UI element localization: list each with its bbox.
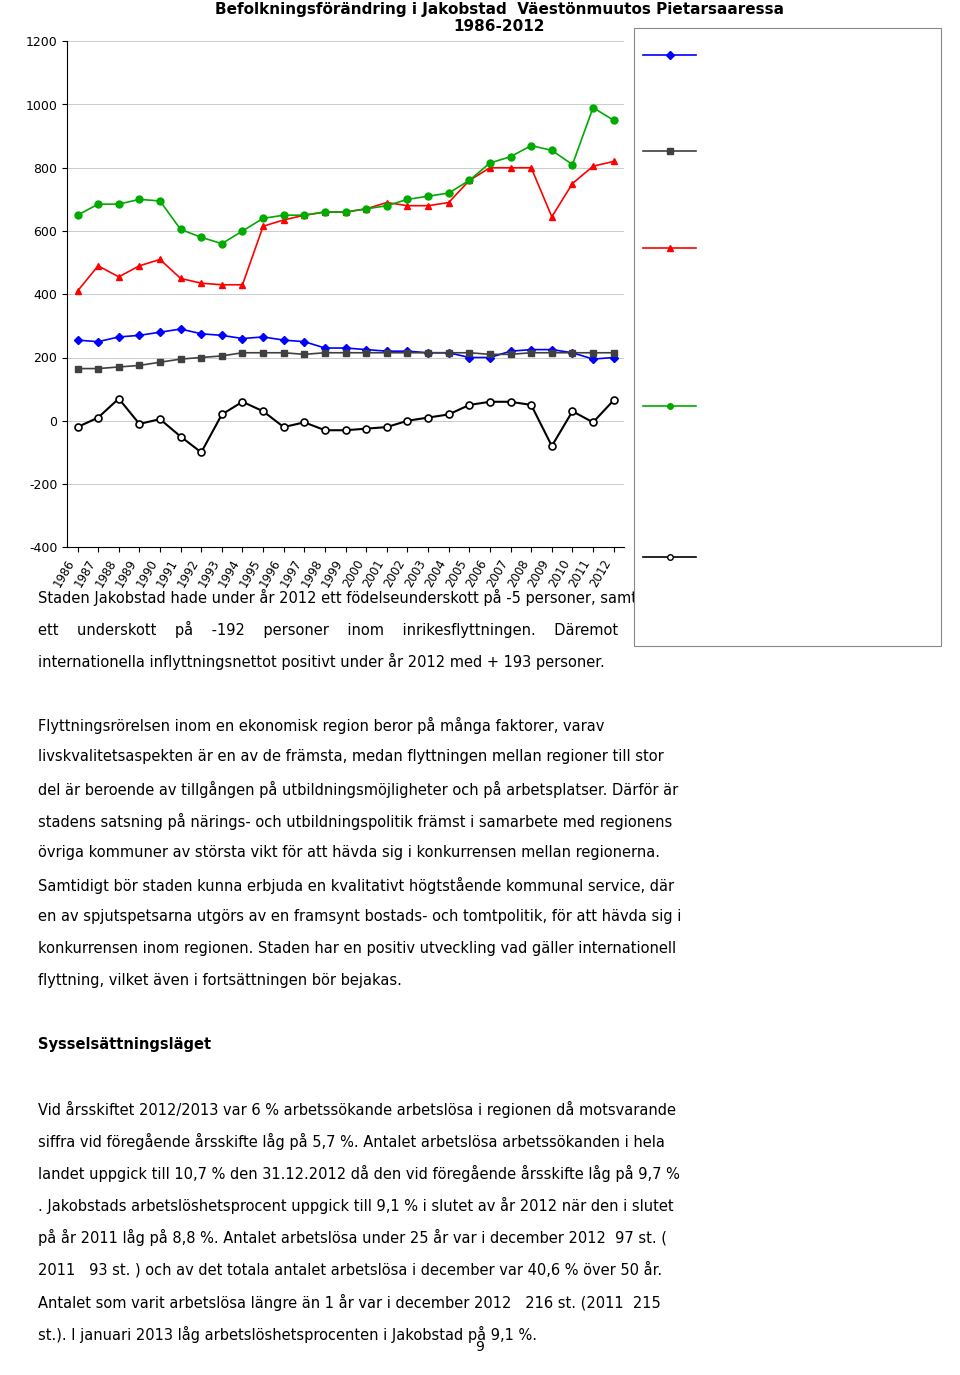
Text: 9: 9 (475, 1341, 485, 1354)
Text: del är beroende av tillgången på utbildningsmöjligheter och på arbetsplatser. Dä: del är beroende av tillgången på utbildn… (38, 781, 679, 797)
Text: kuntien välinen
lähtömuutto
utflyttning: kuntien välinen lähtömuutto utflyttning (706, 399, 802, 441)
Text: på år 2011 låg på 8,8 %. Antalet arbetslösa under 25 år var i december 2012  97 : på år 2011 låg på 8,8 %. Antalet arbetsl… (38, 1229, 667, 1246)
Text: internationella inflyttningsnettot positivt under år 2012 med + 193 personer.: internationella inflyttningsnettot posit… (38, 653, 605, 670)
Text: kuntien välinen
tulomuutto
inflyttning: kuntien välinen tulomuutto inflyttning (706, 241, 802, 283)
Text: landet uppgick till 10,7 % den 31.12.2012 då den vid föregående årsskifte låg på: landet uppgick till 10,7 % den 31.12.201… (38, 1166, 681, 1182)
Text: stadens satsning på närings- och utbildningspolitik främst i samarbete med regio: stadens satsning på närings- och utbildn… (38, 813, 673, 830)
Text: Staden Jakobstad hade under år 2012 ett födelseunderskott på -5 personer, samt ä: Staden Jakobstad hade under år 2012 ett … (38, 588, 678, 605)
Text: kokonaismuutos
totalförändring: kokonaismuutos totalförändring (706, 550, 806, 578)
Text: Sysselsättningsläget: Sysselsättningsläget (38, 1037, 211, 1052)
Text: Antalet som varit arbetslösa längre än 1 år var i december 2012   216 st. (2011 : Antalet som varit arbetslösa längre än 1… (38, 1294, 661, 1310)
Text: siffra vid föregående årsskifte låg på 5,7 %. Antalet arbetslösa arbetssökanden : siffra vid föregående årsskifte låg på 5… (38, 1133, 665, 1151)
Text: . Jakobstads arbetslöshetsprocent uppgick till 9,1 % i slutet av år 2012 när den: . Jakobstads arbetslöshetsprocent uppgic… (38, 1198, 674, 1214)
Text: 2011   93 st. ) och av det totala antalet arbetslösa i december var 40,6 % över : 2011 93 st. ) och av det totala antalet … (38, 1261, 662, 1277)
Text: flyttning, vilket även i fortsättningen bör bejakas.: flyttning, vilket även i fortsättningen … (38, 974, 402, 989)
Text: Samtidigt bör staden kunna erbjuda en kvalitativt högtstående kommunal service, : Samtidigt bör staden kunna erbjuda en kv… (38, 877, 675, 894)
Text: kuolleet döda: kuolleet döda (706, 144, 791, 157)
Text: livskvalitetsaspekten är en av de främsta, medan flyttningen mellan regioner til: livskvalitetsaspekten är en av de främst… (38, 749, 664, 763)
Text: ett    underskott    på    -192    personer    inom    inrikesflyttningen.    Dä: ett underskott på -192 personer inom inr… (38, 620, 704, 638)
Text: Befolkningsförändring i Jakobstad  Väestönmuutos Pietarsaaressa
1986-2012: Befolkningsförändring i Jakobstad Väestö… (215, 1, 783, 34)
Text: Vid årsskiftet 2012/2013 var 6 % arbetssökande arbetslösa i regionen då motsvara: Vid årsskiftet 2012/2013 var 6 % arbetss… (38, 1101, 677, 1118)
Text: konkurrensen inom regionen. Staden har en positiv utveckling vad gäller internat: konkurrensen inom regionen. Staden har e… (38, 941, 677, 956)
Text: st.). I januari 2013 låg arbetslöshetsprocenten i Jakobstad på 9,1 %.: st.). I januari 2013 låg arbetslöshetspr… (38, 1326, 538, 1342)
Text: en av spjutspetsarna utgörs av en framsynt bostads- och tomtpolitik, för att häv: en av spjutspetsarna utgörs av en framsy… (38, 909, 682, 924)
Text: Flyttningsrörelsen inom en ekonomisk region beror på många faktorer, varav: Flyttningsrörelsen inom en ekonomisk reg… (38, 716, 605, 734)
Text: övriga kommuner av största vikt för att hävda sig i konkurrensen mellan regioner: övriga kommuner av största vikt för att … (38, 844, 660, 859)
Text: syntyneet födda: syntyneet födda (706, 48, 807, 60)
